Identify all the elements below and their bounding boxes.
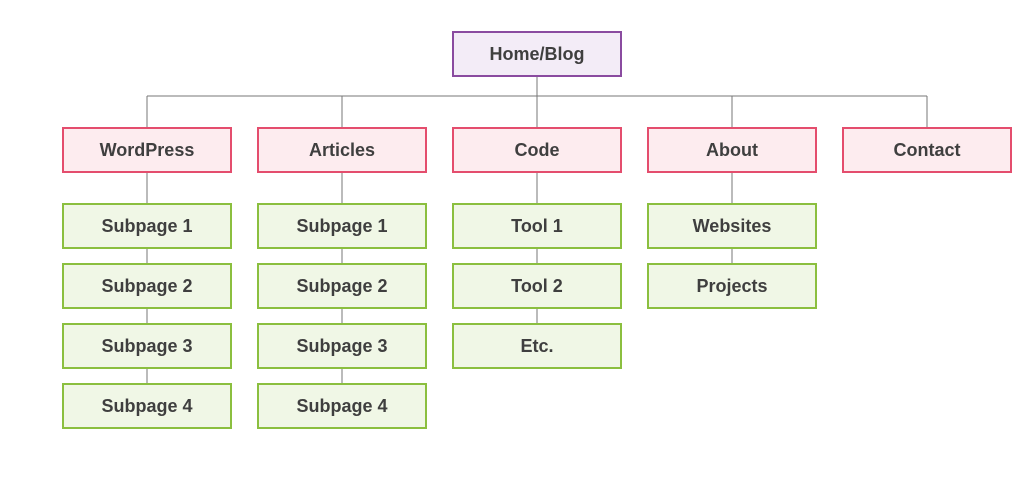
leaf-node-3-0: Websites [648,204,816,248]
leaf-node-1-0: Subpage 1 [258,204,426,248]
leaf-node-0-3-label: Subpage 4 [101,396,192,416]
leaf-node-3-0-label: Websites [693,216,772,236]
root-node-label: Home/Blog [489,44,584,64]
leaf-node-2-0-label: Tool 1 [511,216,563,236]
section-node-3: About [648,128,816,172]
leaf-node-0-2: Subpage 3 [63,324,231,368]
leaf-node-1-2-label: Subpage 3 [296,336,387,356]
section-node-4: Contact [843,128,1011,172]
leaf-node-0-0: Subpage 1 [63,204,231,248]
leaf-node-0-2-label: Subpage 3 [101,336,192,356]
leaf-node-1-0-label: Subpage 1 [296,216,387,236]
leaf-node-0-0-label: Subpage 1 [101,216,192,236]
leaf-node-2-1: Tool 2 [453,264,621,308]
leaf-node-1-3: Subpage 4 [258,384,426,428]
leaf-node-0-3: Subpage 4 [63,384,231,428]
section-node-4-label: Contact [894,140,961,160]
section-node-0-label: WordPress [100,140,195,160]
leaf-node-1-1: Subpage 2 [258,264,426,308]
leaf-node-1-2: Subpage 3 [258,324,426,368]
leaf-node-1-3-label: Subpage 4 [296,396,387,416]
leaf-node-1-1-label: Subpage 2 [296,276,387,296]
section-node-0: WordPress [63,128,231,172]
section-node-2: Code [453,128,621,172]
leaf-node-0-1-label: Subpage 2 [101,276,192,296]
leaf-node-3-1-label: Projects [696,276,767,296]
leaf-node-2-2: Etc. [453,324,621,368]
section-node-1: Articles [258,128,426,172]
root-node: Home/Blog [453,32,621,76]
section-node-3-label: About [706,140,758,160]
leaf-node-0-1: Subpage 2 [63,264,231,308]
sitemap-diagram: Home/Blog WordPress Subpage 1 Subpage 2 Subp… [0,0,1024,500]
leaf-node-2-0: Tool 1 [453,204,621,248]
leaf-node-2-2-label: Etc. [520,336,553,356]
leaf-node-3-1: Projects [648,264,816,308]
leaf-node-2-1-label: Tool 2 [511,276,563,296]
section-node-2-label: Code [515,140,560,160]
section-node-1-label: Articles [309,140,375,160]
